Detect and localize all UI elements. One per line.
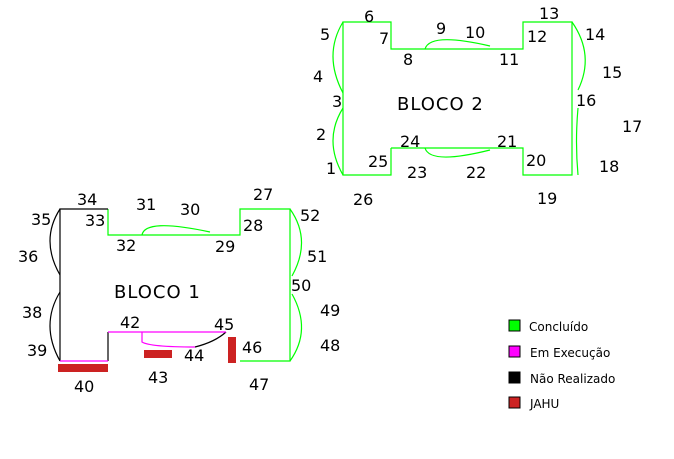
point-label-9: 9 xyxy=(436,19,446,38)
point-label-11: 11 xyxy=(499,50,519,69)
point-label-43: 43 xyxy=(148,368,168,387)
point-label-26: 26 xyxy=(353,190,373,209)
legend-swatch-jahu xyxy=(508,396,521,409)
point-label-42: 42 xyxy=(120,313,140,332)
legend-label-nao-realizado: Não Realizado xyxy=(530,372,615,386)
point-label-17: 17 xyxy=(622,117,642,136)
legend-swatch-concluido xyxy=(508,319,521,332)
jahu-markers xyxy=(58,337,236,372)
point-label-30: 30 xyxy=(180,200,200,219)
point-label-23: 23 xyxy=(407,163,427,182)
bloco-1-outline xyxy=(49,208,303,362)
point-label-10: 10 xyxy=(465,23,485,42)
point-label-5: 5 xyxy=(320,25,330,44)
point-label-49: 49 xyxy=(320,301,340,320)
point-label-19: 19 xyxy=(537,189,557,208)
point-label-1: 1 xyxy=(326,159,336,178)
point-label-20: 20 xyxy=(526,151,546,170)
point-label-28: 28 xyxy=(243,216,263,235)
point-label-36: 36 xyxy=(18,247,38,266)
point-label-38: 38 xyxy=(22,303,42,322)
point-label-25: 25 xyxy=(368,152,388,171)
point-label-6: 6 xyxy=(364,7,374,26)
point-label-4: 4 xyxy=(313,67,323,86)
point-label-14: 14 xyxy=(585,25,605,44)
jahu-marker-46 xyxy=(228,337,236,363)
point-label-2: 2 xyxy=(316,125,326,144)
point-label-46: 46 xyxy=(242,338,262,357)
point-label-51: 51 xyxy=(307,247,327,266)
bloco-2-outline xyxy=(332,21,586,176)
point-label-24: 24 xyxy=(400,132,420,151)
point-label-16: 16 xyxy=(576,91,596,110)
legend-label-jahu: JAHU xyxy=(529,397,559,411)
point-label-48: 48 xyxy=(320,336,340,355)
bloco-2-label: BLOCO 2 xyxy=(397,94,484,115)
point-label-34: 34 xyxy=(77,190,97,209)
bloco-2-numbers: 1 2 3 4 5 6 7 8 9 10 11 12 13 14 15 16 1… xyxy=(313,4,642,209)
point-label-31: 31 xyxy=(136,195,156,214)
point-label-22: 22 xyxy=(466,163,486,182)
point-label-29: 29 xyxy=(215,237,235,256)
point-label-50: 50 xyxy=(291,276,311,295)
point-label-39: 39 xyxy=(27,341,47,360)
point-label-35: 35 xyxy=(31,210,51,229)
legend-label-em-execucao: Em Execução xyxy=(530,346,610,360)
bloco-1-numbers: 27 28 29 30 31 32 33 34 35 36 38 39 40 4… xyxy=(18,185,340,396)
legend-swatch-nao-realizado xyxy=(508,371,521,384)
point-label-18: 18 xyxy=(599,157,619,176)
point-label-45: 45 xyxy=(214,315,234,334)
legend-swatch-em-execucao xyxy=(508,345,521,358)
point-label-12: 12 xyxy=(527,27,547,46)
bloco-1-label: BLOCO 1 xyxy=(114,282,201,303)
point-label-44: 44 xyxy=(184,346,204,365)
point-label-13: 13 xyxy=(539,4,559,23)
point-label-15: 15 xyxy=(602,63,622,82)
point-label-7: 7 xyxy=(379,29,389,48)
jahu-marker-40 xyxy=(58,364,108,372)
jahu-marker-43 xyxy=(144,350,172,358)
legend-label-concluido: Concluído xyxy=(529,320,588,334)
point-label-47: 47 xyxy=(249,375,269,394)
legend: Concluído Em Execução Não Realizado JAHU xyxy=(508,319,615,411)
point-label-8: 8 xyxy=(403,50,413,69)
point-label-52: 52 xyxy=(300,206,320,225)
point-label-21: 21 xyxy=(497,132,517,151)
point-label-33: 33 xyxy=(85,211,105,230)
point-label-40: 40 xyxy=(74,377,94,396)
point-label-27: 27 xyxy=(253,185,273,204)
point-label-32: 32 xyxy=(116,236,136,255)
point-label-3: 3 xyxy=(332,92,342,111)
